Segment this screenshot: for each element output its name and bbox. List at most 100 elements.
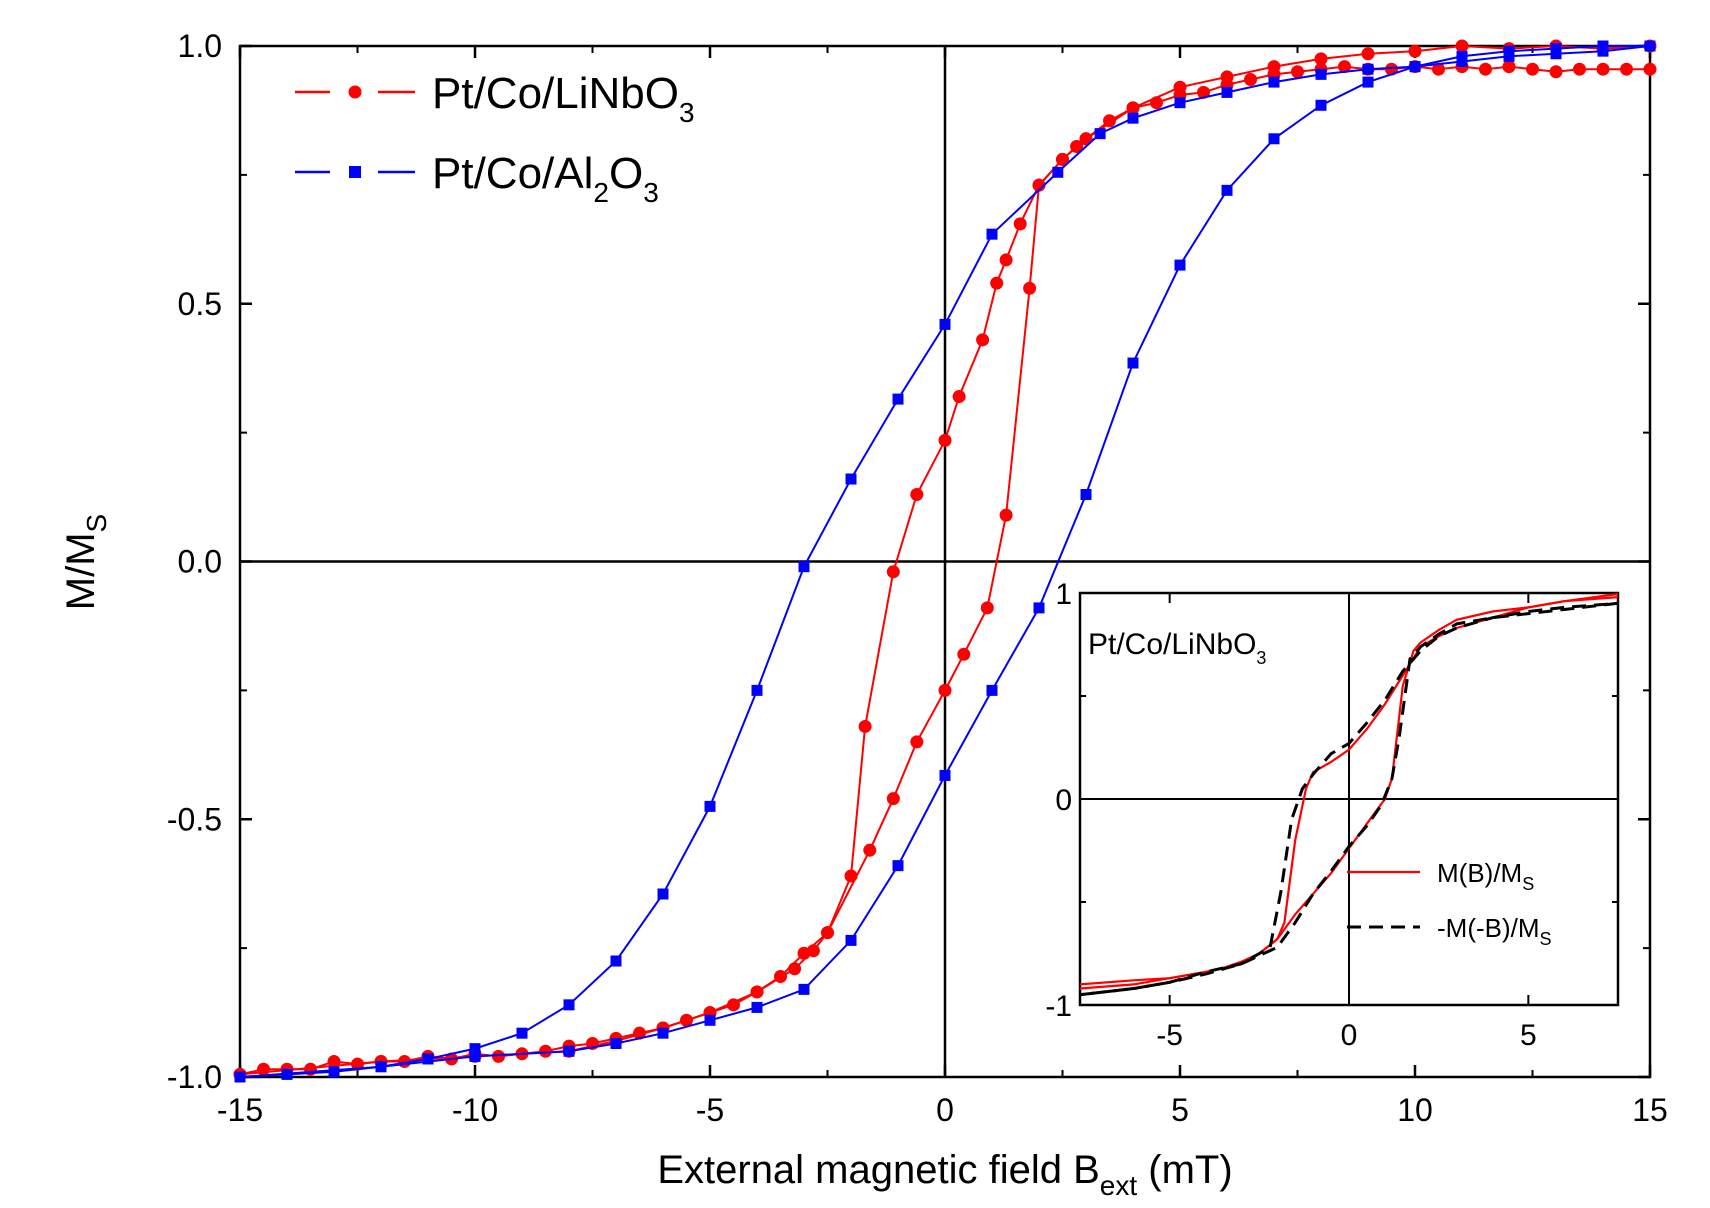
y-tick-label: 0.5 [178,286,222,322]
data-point [938,683,952,697]
x-tick-label: 5 [1171,1092,1189,1128]
data-point [938,433,952,447]
legend-label-main: Pt/Co/Al [432,149,593,198]
data-point [1032,178,1046,192]
inset-series-line [1079,601,1619,997]
data-point [1315,99,1327,111]
data-point [1174,97,1186,109]
data-point [939,769,951,781]
data-point [516,1027,528,1039]
inset-y-tick-label: 1 [1055,578,1072,611]
data-point [806,944,820,958]
data-point [751,1001,763,1013]
data-point [704,1014,716,1026]
data-point [234,1071,246,1083]
series-1 [234,40,1656,1083]
data-point [1644,40,1656,52]
data-point [952,390,966,404]
y-tick-label: -0.5 [167,801,222,837]
data-point [657,1027,669,1039]
data-point [980,601,994,615]
data-point [1056,152,1069,166]
legend-label-sub2: 3 [643,177,659,208]
data-point [375,1061,387,1073]
y-axis-title-sub: S [81,514,112,533]
inset-legend-main: M(B)/M [1437,858,1522,888]
data-point [750,985,764,999]
data-point [563,1045,575,1057]
data-point [1033,602,1045,614]
data-point [1127,112,1139,124]
x-tick-label: -10 [452,1092,498,1128]
data-point [1549,65,1563,79]
data-point [1052,166,1064,178]
y-tick-label: 0.0 [178,544,222,580]
data-point [1526,62,1539,76]
data-point [492,1049,505,1063]
legend-label-main2: O [609,149,643,198]
data-point [886,565,900,579]
x-axis-title-unit: (mT) [1137,1148,1233,1192]
data-point [563,999,575,1011]
data-point [986,684,998,696]
data-point [1502,60,1516,74]
inset-series-line [1079,601,1619,997]
data-point [910,487,924,501]
data-point [1013,217,1027,231]
y-axis-title: M/MS [59,514,112,610]
data-point [1455,39,1469,53]
data-point [863,843,877,857]
data-point [1126,101,1140,115]
data-point [886,792,900,806]
data-point [1596,62,1610,76]
data-point [1267,60,1281,74]
data-point [1409,61,1421,73]
data-point [1127,357,1139,369]
data-point [1221,184,1233,196]
data-point [892,393,904,405]
data-point [1362,76,1374,88]
legend-label-sub: 3 [679,97,695,128]
data-point [1094,128,1106,140]
y-axis-title-main: M/M [59,532,103,610]
data-point [986,228,998,240]
data-point [610,955,622,967]
data-point [845,473,857,485]
inset-legend-label: -M(-B)/MS [1437,913,1552,949]
inset-y-tick-label: -1 [1045,990,1072,1023]
data-point [610,1037,622,1049]
data-point [957,647,971,661]
inset-x-tick-label: -5 [1156,1019,1183,1052]
data-point [1174,259,1186,271]
data-point [798,561,810,573]
data-point [1643,62,1657,76]
data-point [469,1043,481,1055]
data-point [892,860,904,872]
data-point [257,1062,270,1076]
data-point [1268,76,1280,88]
x-axis-title: External magnetic field Bext (mT) [657,1148,1232,1201]
data-point [1220,70,1234,84]
data-point [1432,62,1445,76]
data-point [798,983,810,995]
x-tick-label: -15 [217,1092,263,1128]
legend-marker [349,166,361,178]
y-tick-label: -1.0 [167,1059,222,1095]
inset-legend-sub: S [1522,874,1534,894]
data-point [976,333,990,347]
data-point [1550,43,1562,55]
data-point [939,318,951,330]
data-point [1620,62,1633,76]
data-point [704,800,716,812]
data-point [422,1053,434,1065]
series-line [239,44,1651,1076]
data-point [469,1050,481,1062]
data-point [999,253,1013,267]
x-axis-title-sub: ext [1100,1170,1138,1201]
data-point [1291,65,1304,79]
data-point [999,508,1013,522]
data-point [1338,60,1351,74]
data-point [1408,44,1422,58]
data-point [1268,133,1280,145]
